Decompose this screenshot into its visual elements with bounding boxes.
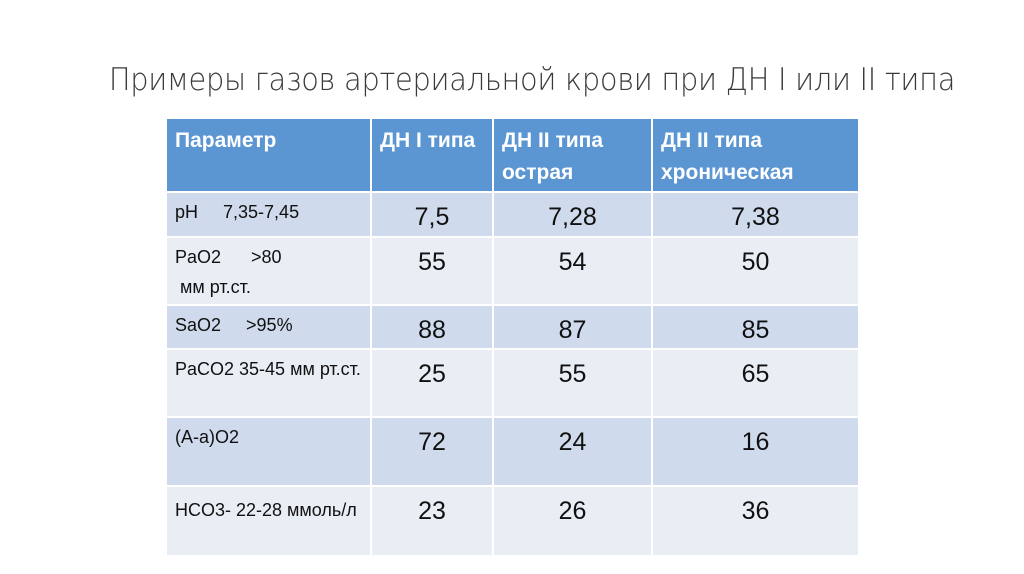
param-cell: (A-a)O2 xyxy=(165,416,372,487)
table-row: SaO2 >95% 88 87 85 xyxy=(165,304,860,350)
value-cell: 36 xyxy=(651,485,860,557)
header-row: Параметр ДН I типа ДН II типа острая ДН … xyxy=(165,117,860,193)
header-type1: ДН I типа xyxy=(370,117,494,193)
value-cell: 25 xyxy=(370,348,494,418)
table-row: HCO3- 22-28 ммоль/л 23 26 36 xyxy=(165,485,860,557)
header-parameter: Параметр xyxy=(165,117,372,193)
value-cell: 55 xyxy=(492,348,653,418)
value-cell: 65 xyxy=(651,348,860,418)
header-type2-acute: ДН II типа острая xyxy=(492,117,653,193)
param-cell: pH 7,35-7,45 xyxy=(165,191,372,238)
param-cell: HCO3- 22-28 ммоль/л xyxy=(165,485,372,557)
blood-gas-table: Параметр ДН I типа ДН II типа острая ДН … xyxy=(165,117,860,557)
value-cell: 55 xyxy=(370,236,494,306)
value-cell: 16 xyxy=(651,416,860,487)
value-cell: 50 xyxy=(651,236,860,306)
value-cell: 87 xyxy=(492,304,653,350)
table-row: (A-a)O2 72 24 16 xyxy=(165,416,860,487)
value-cell: 7,38 xyxy=(651,191,860,238)
value-cell: 88 xyxy=(370,304,494,350)
table-row: PaCO2 35-45 мм рт.ст. 25 55 65 xyxy=(165,348,860,418)
header-type2-chronic: ДН II типа хроническая xyxy=(651,117,860,193)
param-cell: PaCO2 35-45 мм рт.ст. xyxy=(165,348,372,418)
value-cell: 7,5 xyxy=(370,191,494,238)
value-cell: 23 xyxy=(370,485,494,557)
value-cell: 54 xyxy=(492,236,653,306)
slide-title: Примеры газов артериальной крови при ДН … xyxy=(108,62,956,98)
value-cell: 85 xyxy=(651,304,860,350)
value-cell: 72 xyxy=(370,416,494,487)
value-cell: 26 xyxy=(492,485,653,557)
value-cell: 24 xyxy=(492,416,653,487)
param-cell: SaO2 >95% xyxy=(165,304,372,350)
param-cell: PaO2 >80 мм рт.ст. xyxy=(165,236,372,306)
table-row: pH 7,35-7,45 7,5 7,28 7,38 xyxy=(165,191,860,238)
table-row: PaO2 >80 мм рт.ст. 55 54 50 xyxy=(165,236,860,306)
value-cell: 7,28 xyxy=(492,191,653,238)
